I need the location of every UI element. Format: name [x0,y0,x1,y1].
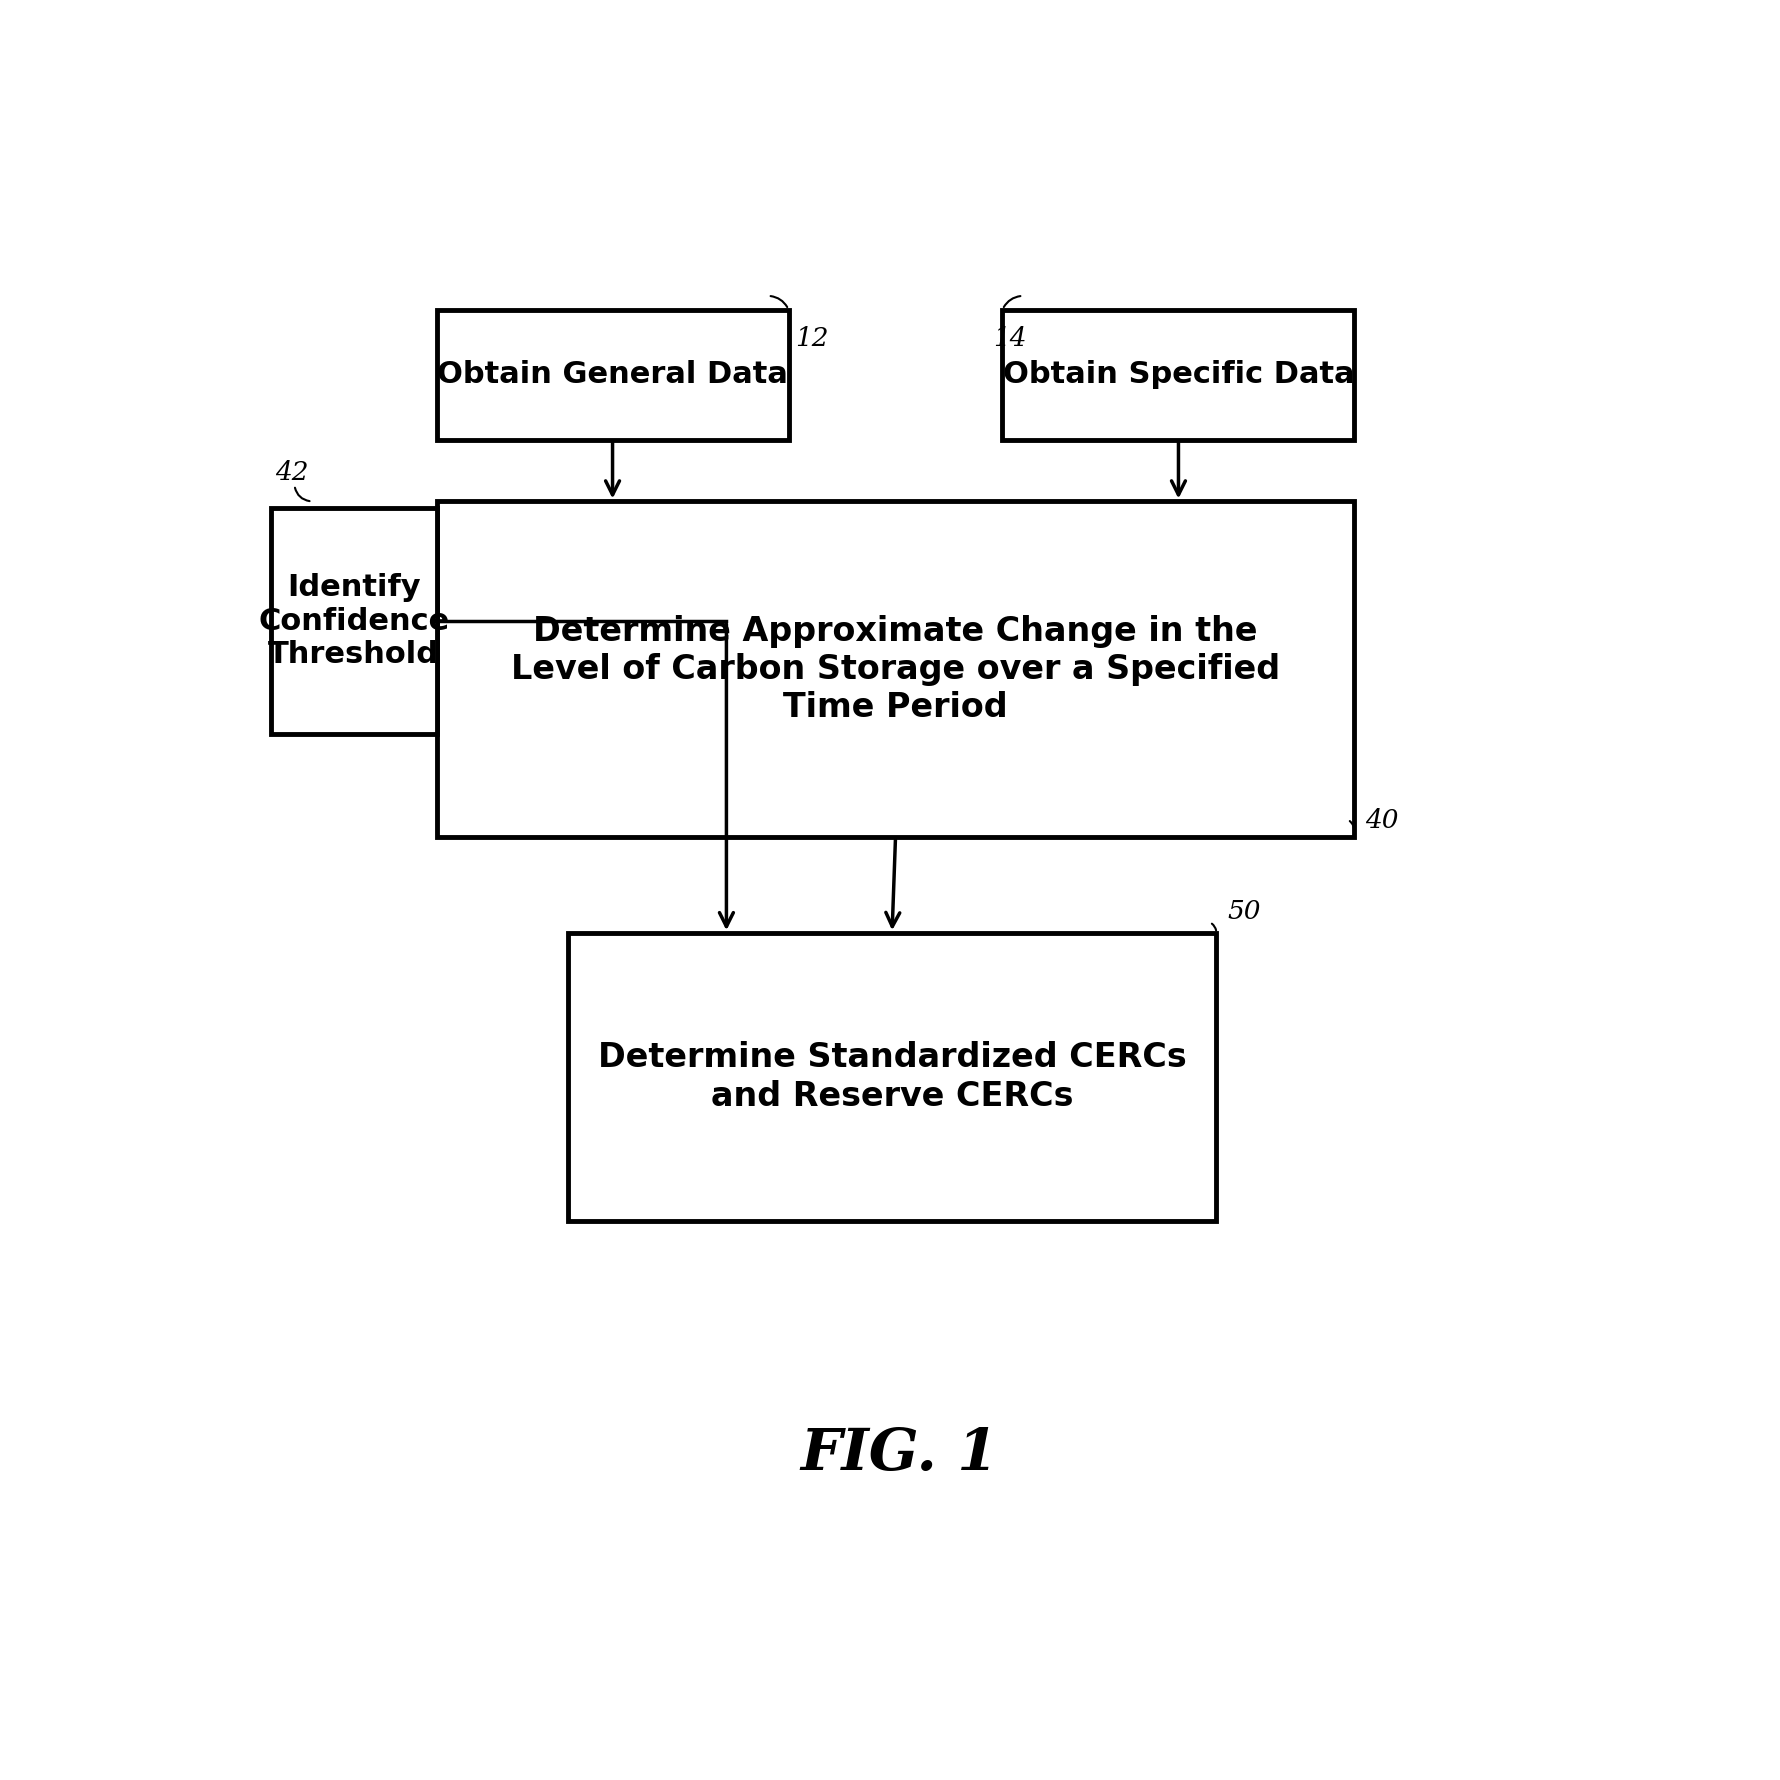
Text: 14: 14 [991,326,1025,351]
Text: 50: 50 [1226,899,1260,924]
Text: 12: 12 [796,326,828,351]
Text: 42: 42 [274,459,308,484]
FancyBboxPatch shape [436,502,1353,837]
Text: Determine Approximate Change in the
Level of Carbon Storage over a Specified
Tim: Determine Approximate Change in the Leve… [511,614,1280,724]
Text: Obtain Specific Data: Obtain Specific Data [1002,360,1353,390]
FancyBboxPatch shape [271,509,436,735]
FancyBboxPatch shape [436,310,789,440]
FancyBboxPatch shape [568,933,1216,1221]
Text: FIG. 1: FIG. 1 [799,1426,997,1483]
Text: 40: 40 [1365,808,1399,833]
Text: Obtain General Data: Obtain General Data [436,360,787,390]
Text: Identify
Confidence
Threshold: Identify Confidence Threshold [258,573,449,669]
Text: Determine Standardized CERCs
and Reserve CERCs: Determine Standardized CERCs and Reserve… [598,1041,1185,1112]
FancyBboxPatch shape [1002,310,1353,440]
